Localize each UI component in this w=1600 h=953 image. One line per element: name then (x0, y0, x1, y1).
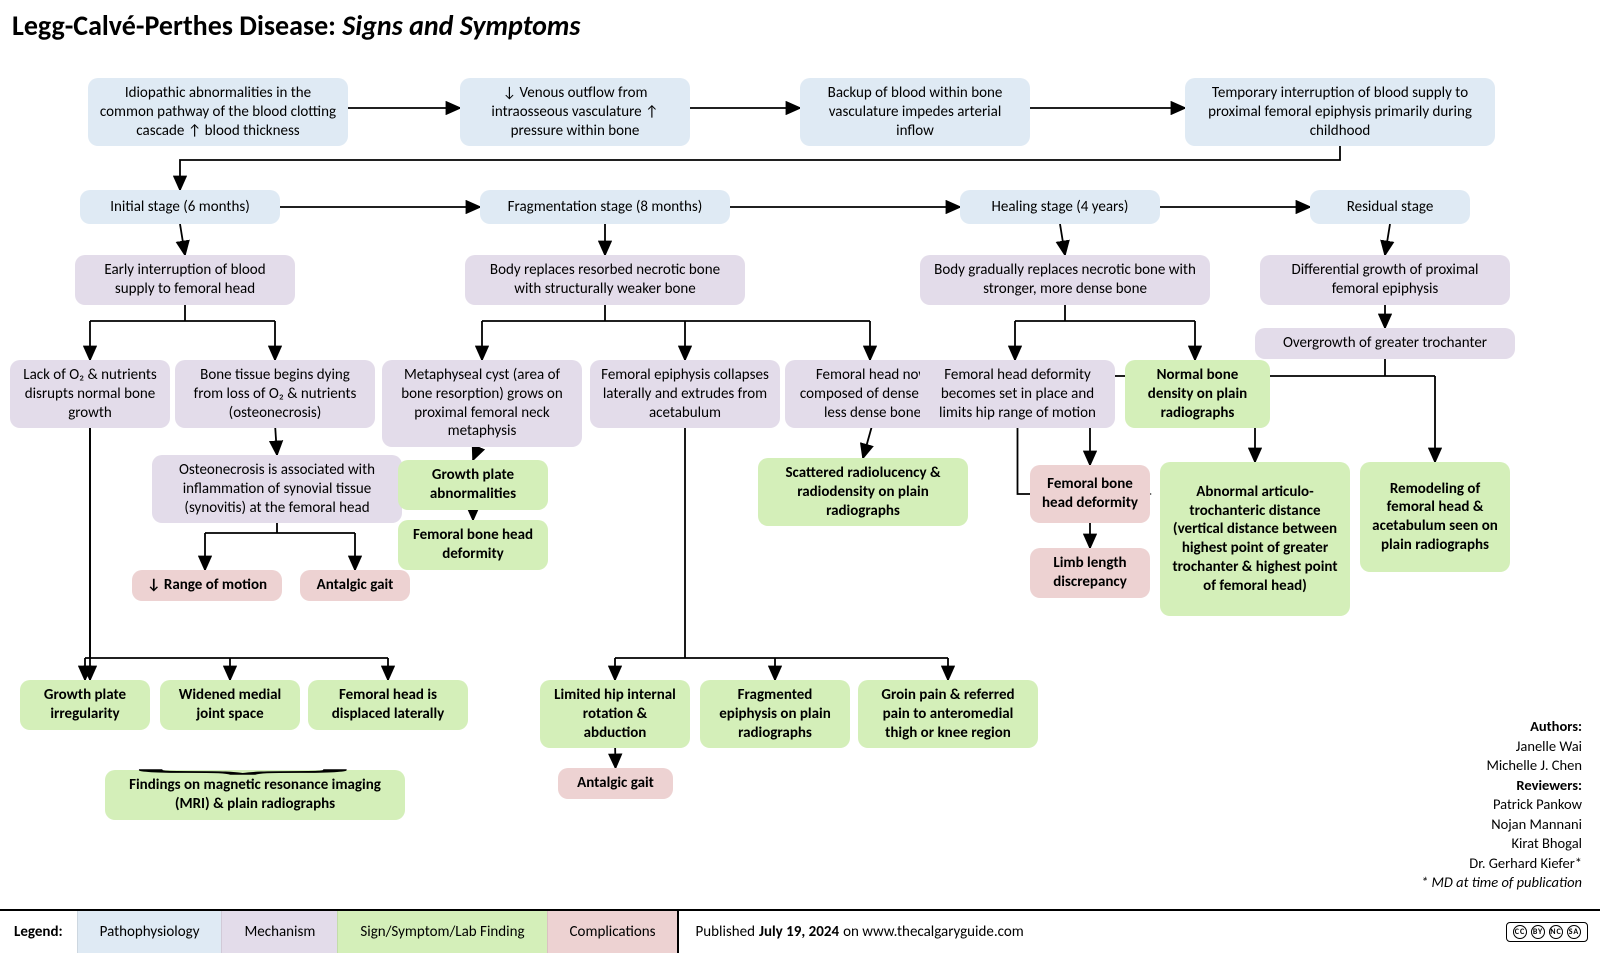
flow-node: Growth plate irregularity (20, 680, 150, 730)
flow-node: Scattered radiolucency & radiodensity on… (758, 458, 968, 526)
flow-node: Antalgic gait (558, 768, 673, 799)
footer-bar: Legend: Pathophysiology Mechanism Sign/S… (0, 909, 1600, 953)
flow-node: Initial stage (6 months) (80, 190, 280, 224)
reviewer-name: Patrick Pankow (1421, 795, 1582, 815)
flowchart-canvas: Idiopathic abnormalities in the common p… (0, 0, 1600, 953)
flow-node: Remodeling of femoral head & acetabulum … (1360, 462, 1510, 572)
brace-decoration: ⏟ (135, 748, 351, 772)
credits-note: * MD at time of publication (1421, 873, 1582, 893)
flow-node: Idiopathic abnormalities in the common p… (88, 78, 348, 146)
published-text: Published July 19, 2024 on www.thecalgar… (679, 911, 1494, 953)
flow-node: ↓ Range of motion (132, 570, 282, 601)
author-name: Michelle J. Chen (1421, 756, 1582, 776)
flow-node: Body replaces resorbed necrotic bone wit… (465, 255, 745, 305)
flow-node: Backup of blood within bone vasculature … (800, 78, 1030, 146)
flow-node: Limb length discrepancy (1030, 548, 1150, 598)
flow-node: Metaphyseal cyst (area of bone resorptio… (382, 360, 582, 447)
flow-node: Overgrowth of greater trochanter (1255, 328, 1515, 359)
flow-node: Femoral head deformity becomes set in pl… (920, 360, 1115, 428)
cc-license: CCBYNCSA (1494, 911, 1600, 953)
flow-node: Temporary interruption of blood supply t… (1185, 78, 1495, 146)
flow-node: Femoral head is displaced laterally (308, 680, 468, 730)
flow-node: Findings on magnetic resonance imaging (… (105, 770, 405, 820)
legend-label: Legend: (0, 911, 77, 953)
flow-node: Normal bone density on plain radiographs (1125, 360, 1270, 428)
flow-node: Residual stage (1310, 190, 1470, 224)
legend-sign: Sign/Symptom/Lab Finding (337, 911, 546, 953)
flow-node: ↓ Venous outflow from intraosseous vascu… (460, 78, 690, 146)
flow-node: Abnormal articulo-trochanteric distance … (1160, 462, 1350, 616)
flow-node: Fragmentation stage (8 months) (480, 190, 730, 224)
cc-badge-icon: CCBYNCSA (1506, 922, 1588, 942)
flow-node: Femoral bone head deformity (398, 520, 548, 570)
flow-node: Femoral bone head deformity (1030, 465, 1150, 523)
flow-node: Femoral epiphysis collapses laterally an… (590, 360, 780, 428)
legend-complication: Complications (547, 911, 678, 953)
flow-node: Lack of O₂ & nutrients disrupts normal b… (10, 360, 170, 428)
reviewer-name: Kirat Bhogal (1421, 834, 1582, 854)
reviewer-name: Nojan Mannani (1421, 815, 1582, 835)
flow-node: Body gradually replaces necrotic bone wi… (920, 255, 1210, 305)
reviewers-header: Reviewers: (1421, 776, 1582, 796)
flow-node: Early interruption of blood supply to fe… (75, 255, 295, 305)
authors-header: Authors: (1421, 717, 1582, 737)
flow-node: Limited hip internal rotation & abductio… (540, 680, 690, 748)
flow-node: Fragmented epiphysis on plain radiograph… (700, 680, 850, 748)
flow-node: Bone tissue begins dying from loss of O₂… (175, 360, 375, 428)
legend-pathophys: Pathophysiology (77, 911, 222, 953)
flow-node: Widened medial joint space (160, 680, 300, 730)
credits-block: Authors: Janelle Wai Michelle J. Chen Re… (1421, 717, 1582, 893)
author-name: Janelle Wai (1421, 737, 1582, 757)
flow-node: Groin pain & referred pain to anteromedi… (858, 680, 1038, 748)
flow-node: Healing stage (4 years) (960, 190, 1160, 224)
flow-node: Antalgic gait (300, 570, 410, 601)
reviewer-name: Dr. Gerhard Kiefer* (1421, 854, 1582, 874)
flow-node: Growth plate abnormalities (398, 460, 548, 510)
legend-mechanism: Mechanism (221, 911, 337, 953)
flow-node: Differential growth of proximal femoral … (1260, 255, 1510, 305)
flow-node: Osteonecrosis is associated with inflamm… (152, 455, 402, 523)
